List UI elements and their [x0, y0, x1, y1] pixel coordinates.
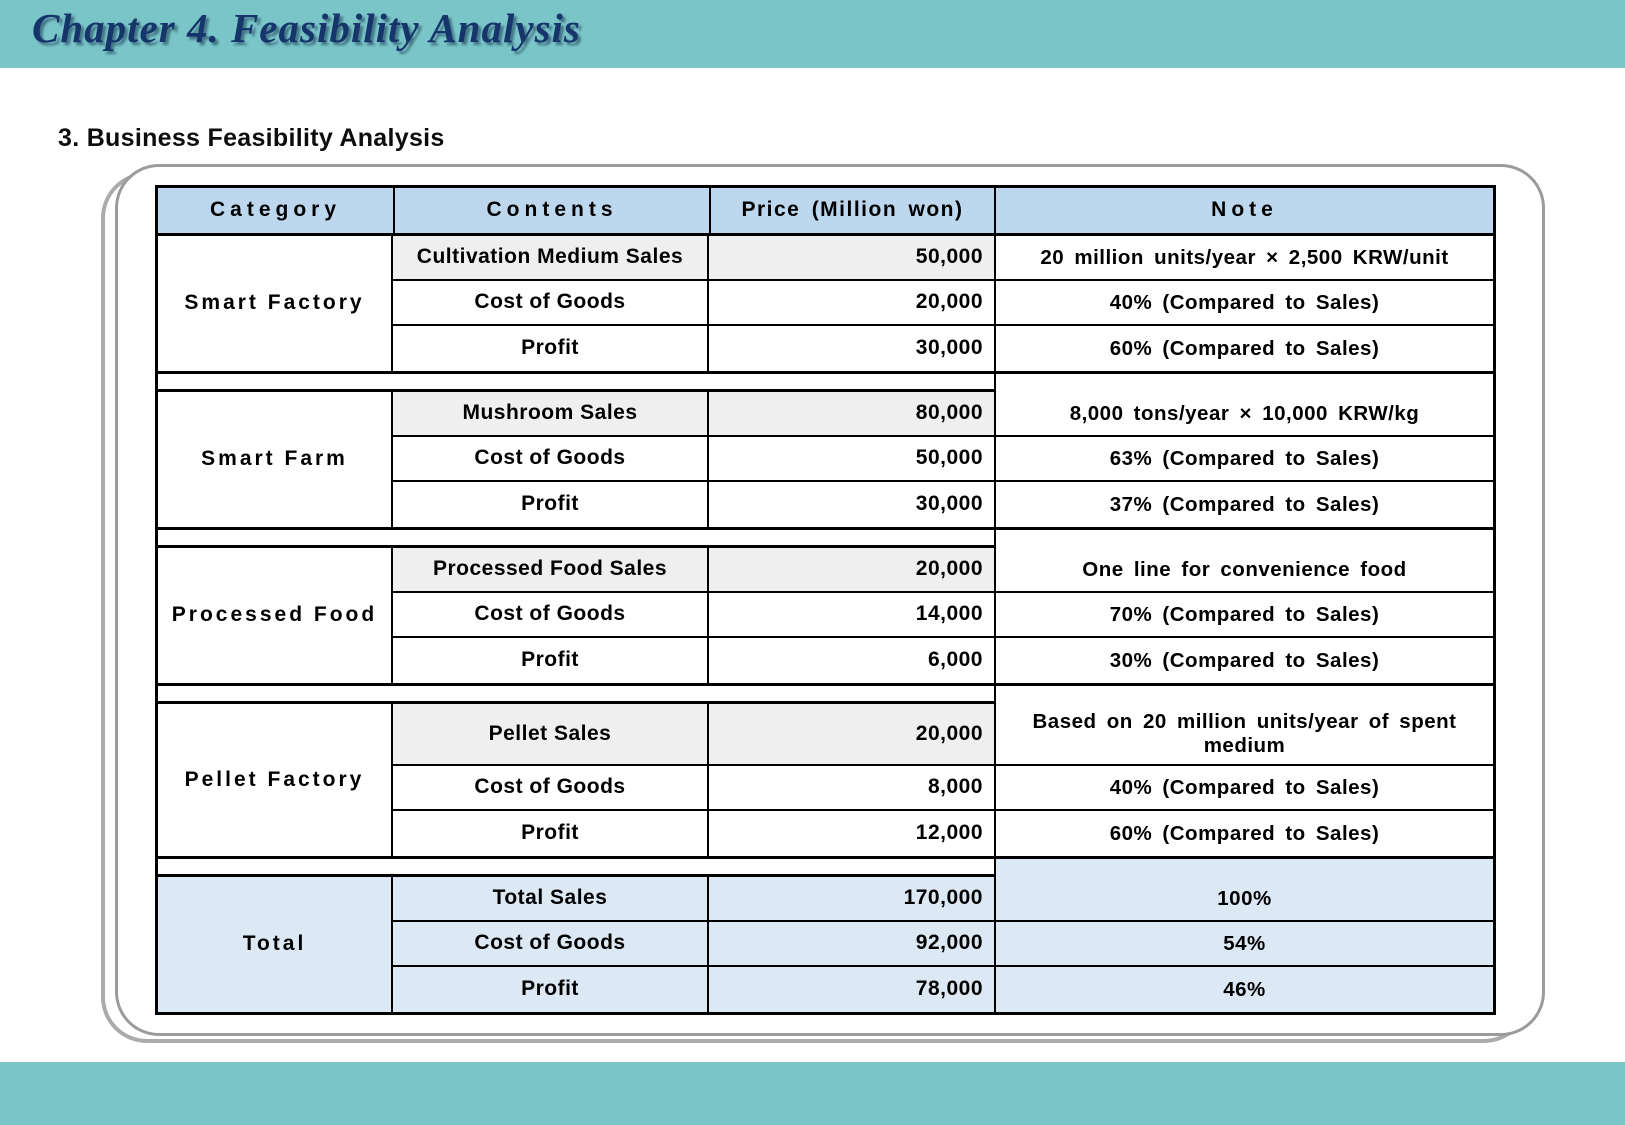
- feasibility-table: Category Contents Price (Million won) No…: [155, 185, 1496, 1015]
- price-cell: 20,000: [709, 281, 994, 326]
- price-cell: 12,000: [915, 821, 983, 845]
- note-cell: Based on 20 million units/year of spent …: [994, 686, 1493, 766]
- header-contents: Contents: [393, 188, 709, 233]
- table-header-row: Category Contents Price (Million won) No…: [158, 188, 1493, 236]
- chapter-title: Chapter 4. Feasibility Analysis: [32, 5, 581, 51]
- price-cell: 14,000: [709, 593, 994, 638]
- top-banner: Chapter 4. Feasibility Analysis: [0, 0, 1625, 68]
- section-processed-food: Processed Food Processed Food Sales 20,0…: [158, 530, 1493, 686]
- section-smart-factory: Smart Factory Cultivation Medium Sales 5…: [158, 236, 1493, 374]
- price-cell: 30,000: [915, 492, 983, 516]
- contents-cell: Cultivation Medium Sales: [393, 236, 709, 281]
- contents-cell: Cost of Goods: [393, 766, 709, 811]
- category-cell: Total: [158, 877, 393, 1012]
- rounded-panel: Category Contents Price (Million won) No…: [101, 164, 1545, 1043]
- note-cell: 20 million units/year × 2,500 KRW/unit: [994, 236, 1493, 281]
- price-cell: 78,000: [709, 967, 994, 1012]
- table-gap-row: [158, 686, 994, 704]
- note-cell: 30% (Compared to Sales): [994, 638, 1493, 683]
- price-cell: 30,000: [915, 336, 983, 360]
- section-pellet-factory: Pellet Factory Pellet Sales 20,000 Based…: [158, 686, 1493, 859]
- price-cell: 80,000: [709, 392, 994, 437]
- note-cell: 37% (Compared to Sales): [994, 482, 1493, 527]
- header-category: Category: [209, 198, 342, 222]
- price-cell: 20,000: [709, 548, 994, 593]
- contents-cell: Mushroom Sales: [393, 392, 709, 437]
- price-cell: 20,000: [709, 704, 994, 766]
- contents-cell: Cost of Goods: [393, 922, 709, 967]
- price-cell: 92,000: [709, 922, 994, 967]
- contents-cell: Profit: [393, 482, 709, 527]
- note-cell: 40% (Compared to Sales): [994, 766, 1493, 811]
- note-cell: 46%: [994, 967, 1493, 1012]
- section-smart-farm: Smart Farm Mushroom Sales 80,000 8,000 t…: [158, 374, 1493, 530]
- category-cell: Smart Farm: [158, 392, 393, 527]
- section-heading: 3. Business Feasibility Analysis: [58, 124, 445, 152]
- note-cell: 60% (Compared to Sales): [994, 811, 1493, 856]
- contents-cell: Profit: [393, 638, 709, 683]
- note-cell: 100%: [994, 859, 1493, 922]
- bottom-banner: [0, 1062, 1625, 1125]
- price-cell: 50,000: [709, 437, 994, 482]
- contents-cell: Total Sales: [393, 877, 709, 922]
- category-cell: Smart Factory: [158, 236, 393, 371]
- contents-cell: Profit: [393, 967, 709, 1012]
- price-cell: 6,000: [927, 648, 983, 672]
- note-cell: 40% (Compared to Sales): [994, 281, 1493, 326]
- contents-cell: Cost of Goods: [393, 593, 709, 638]
- category-cell: Processed Food: [158, 548, 393, 683]
- contents-cell: Cost of Goods: [393, 437, 709, 482]
- price-cell: 170,000: [709, 877, 994, 922]
- note-cell: 60% (Compared to Sales): [994, 326, 1493, 371]
- table-gap-row: [158, 530, 994, 548]
- note-cell: 54%: [994, 922, 1493, 967]
- note-cell: One line for convenience food: [994, 530, 1493, 593]
- contents-cell: Profit: [393, 326, 709, 371]
- contents-cell: Profit: [393, 811, 709, 856]
- table-gap-row: [158, 374, 994, 392]
- note-cell: 70% (Compared to Sales): [994, 593, 1493, 638]
- contents-cell: Pellet Sales: [393, 704, 709, 766]
- contents-cell: Cost of Goods: [393, 281, 709, 326]
- section-total: Total Total Sales 170,000 100% Cost of G…: [158, 859, 1493, 1012]
- table-gap-row: [158, 859, 994, 877]
- header-note: Note: [994, 188, 1493, 233]
- note-cell: 63% (Compared to Sales): [994, 437, 1493, 482]
- contents-cell: Processed Food Sales: [393, 548, 709, 593]
- note-cell: 8,000 tons/year × 10,000 KRW/kg: [994, 374, 1493, 437]
- category-cell: Pellet Factory: [158, 704, 393, 856]
- price-cell: 50,000: [709, 236, 994, 281]
- header-price: Price (Million won): [709, 188, 994, 233]
- price-cell: 8,000: [709, 766, 994, 811]
